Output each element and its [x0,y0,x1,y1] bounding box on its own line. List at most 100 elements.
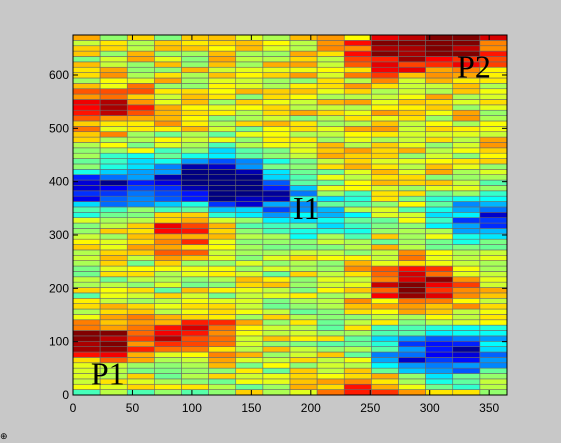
heatmap-cell [99,93,128,100]
heatmap-cell [289,314,318,321]
heatmap-cell [154,335,182,342]
heatmap-cell [235,228,264,235]
heatmap-cell [99,158,128,165]
heatmap-cell [126,142,155,149]
heatmap-cell [208,351,237,358]
heatmap-cell [262,142,291,149]
heatmap-cell [235,287,264,294]
heatmap-cell [452,249,481,256]
heatmap-cell [343,297,372,304]
heatmap-cell [425,212,454,218]
heatmap-cell [262,169,291,176]
x-tick-label: 350 [479,401,499,415]
heatmap-cell [181,346,209,353]
heatmap-cell [208,195,237,202]
heatmap-cell [181,120,209,127]
heatmap-cell [289,287,318,294]
heatmap-cell [425,324,454,331]
heatmap-cell [235,357,264,364]
heatmap-cell [425,40,454,47]
heatmap-cell [262,201,291,208]
heatmap-cell [181,228,209,235]
heatmap-cell [154,308,182,315]
heatmap-cell [479,217,508,224]
heatmap-cell [235,120,264,127]
heatmap-cell [181,340,209,347]
heatmap-cell [208,34,237,41]
heatmap-cell [425,367,454,374]
heatmap-cell [371,276,399,283]
heatmap-cell [235,147,264,154]
heatmap-cell [398,136,426,143]
heatmap-cell [72,335,101,342]
heatmap-cell [452,357,481,364]
heatmap-cell [235,346,264,353]
heatmap-cell [425,319,454,326]
heatmap-cell [316,40,345,47]
heatmap-cell [452,174,481,181]
heatmap-cell [343,179,372,186]
heatmap-cell [289,297,318,304]
heatmap-cell [316,378,345,385]
heatmap-cell [452,378,481,385]
heatmap-cell [262,217,291,224]
heatmap-cell [398,260,426,267]
heatmap-cell [99,233,128,240]
heatmap-cell [343,212,372,218]
heatmap-cell [262,324,291,331]
heatmap-cell [235,378,264,385]
heatmap-cell [99,324,128,331]
heatmap-cell [425,99,454,106]
heatmap-cell [154,40,182,47]
heatmap-cell [262,330,291,337]
heatmap-cell [398,314,426,321]
heatmap-cell [154,222,182,229]
heatmap-cell [398,34,426,41]
heatmap-cell [208,147,237,154]
heatmap-cell [154,163,182,170]
heatmap-cell [72,281,101,288]
heatmap-cell [262,83,291,90]
heatmap-cell [479,206,508,213]
heatmap-cell [343,222,372,229]
heatmap-cell [262,249,291,256]
heatmap-cell [235,136,264,143]
heatmap-cell [343,34,372,41]
heatmap-cell [343,362,372,369]
heatmap-cell [72,255,101,261]
heatmap-cell [289,45,318,52]
heatmap-cell [235,271,264,278]
heatmap-cell [72,271,101,278]
heatmap-cell [208,260,237,267]
heatmap-cell [181,249,209,256]
heatmap-cell [452,297,481,304]
heatmap-cell [371,287,399,294]
heatmap-cell [181,351,209,358]
heatmap-cell [154,61,182,68]
heatmap-cell [262,351,291,358]
heatmap-cell [398,297,426,304]
heatmap-cell [235,330,264,337]
heatmap-cell [479,120,508,127]
heatmap-cell [289,228,318,235]
heatmap-cell [126,383,155,390]
heatmap-cell [343,319,372,326]
heatmap-cell [181,99,209,106]
heatmap-cell [289,383,318,390]
heatmap-cell [126,244,155,251]
heatmap-cell [262,228,291,235]
heatmap-cell [479,383,508,390]
heatmap-cell [208,373,237,380]
heatmap-cell [316,389,345,396]
heatmap-cell [371,265,399,272]
heatmap-cell [289,136,318,143]
heatmap-cell [99,77,128,84]
heatmap-cell [154,383,182,390]
heatmap-cell [126,238,155,245]
heatmap-cell [126,185,155,192]
heatmap-cell [262,147,291,154]
heatmap-cell [479,351,508,358]
heatmap-cell [371,228,399,235]
heatmap-cell [208,45,237,52]
heatmap-cell [208,142,237,149]
